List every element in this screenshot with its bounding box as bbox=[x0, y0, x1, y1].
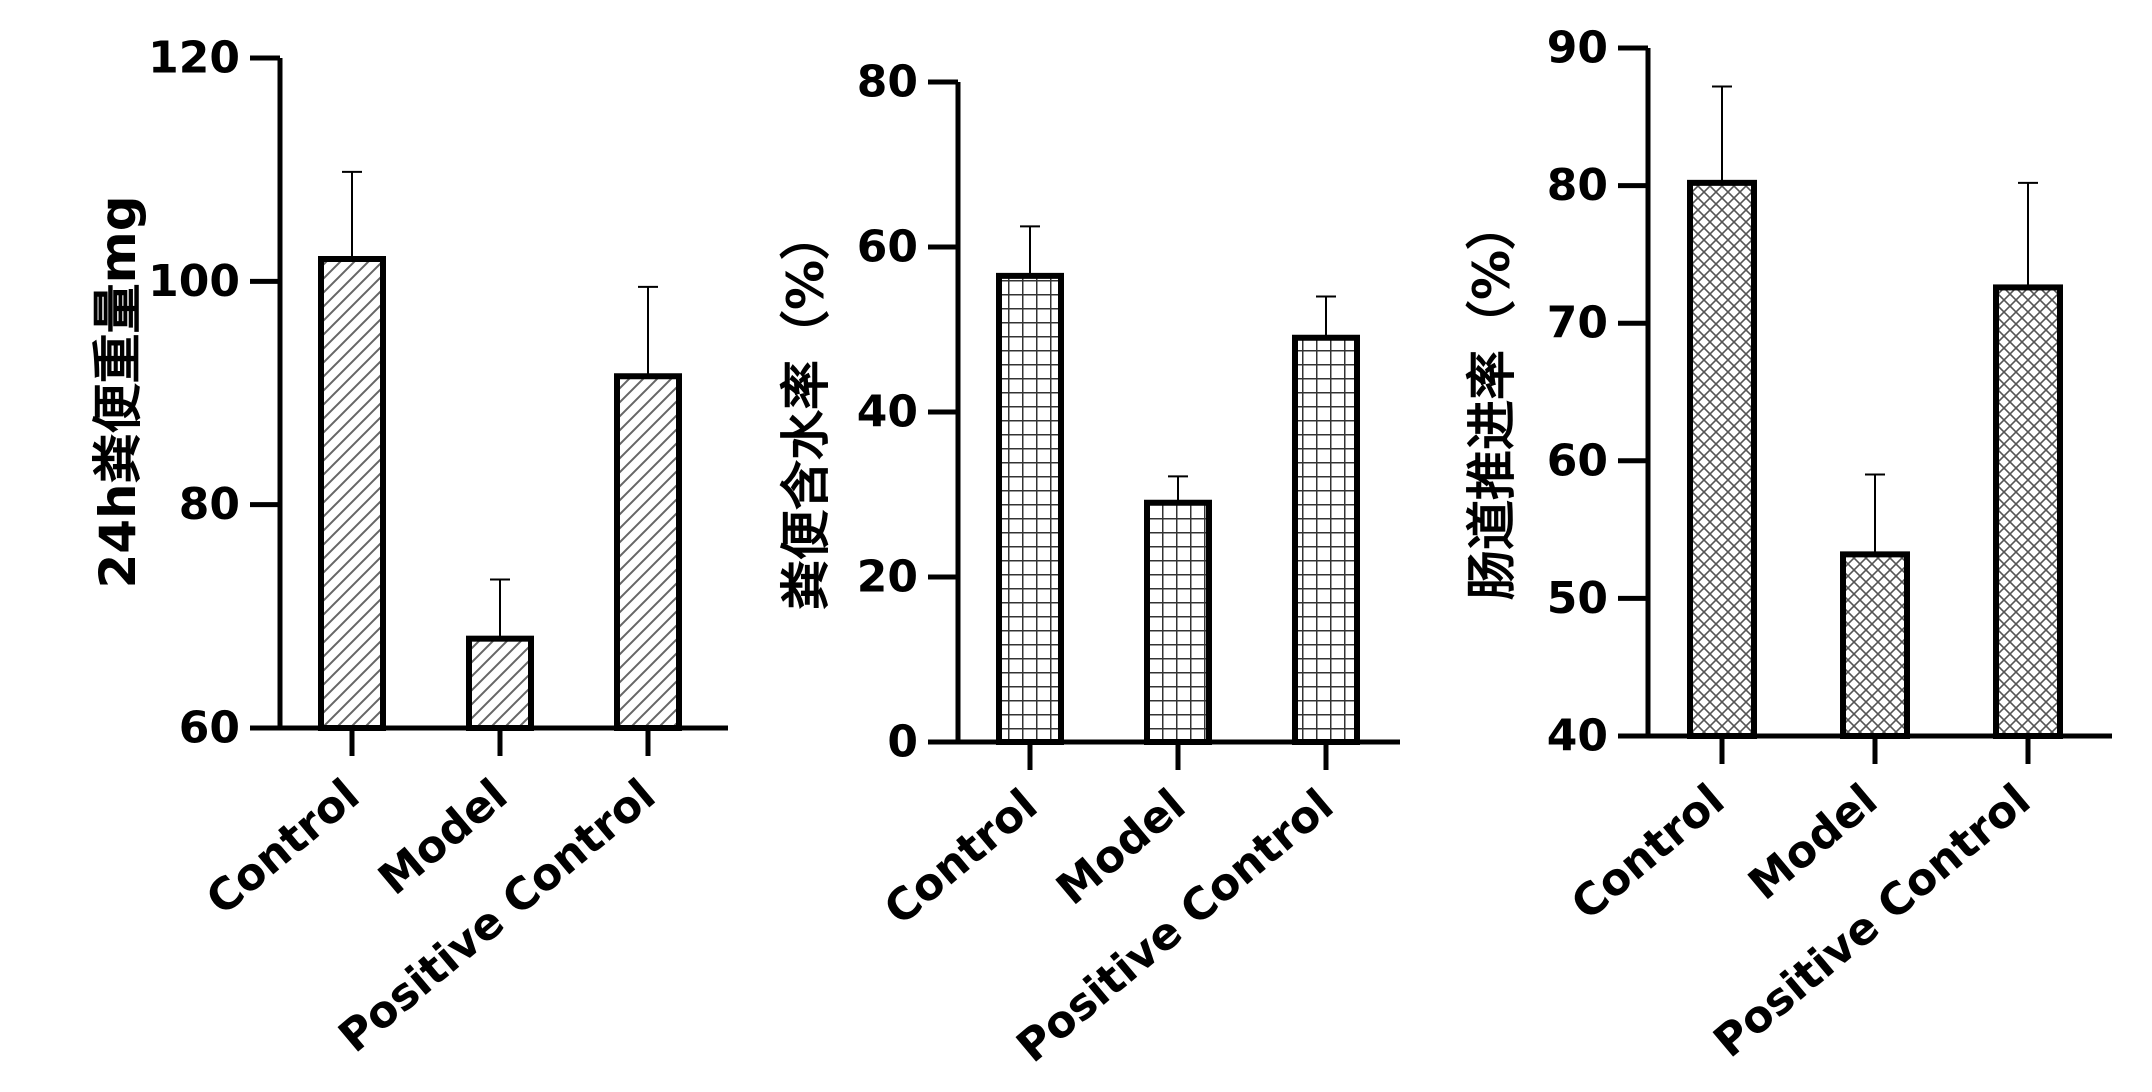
y-tick-label: 70 bbox=[1547, 298, 1608, 349]
x-tick-label: Control bbox=[197, 769, 369, 925]
y-tick-label: 40 bbox=[857, 387, 918, 438]
plot-area: 0 20 40 60 80 bbox=[857, 57, 1400, 770]
y-tick-label: 40 bbox=[1547, 711, 1608, 762]
y-tick-label: 80 bbox=[1547, 160, 1608, 211]
bar bbox=[996, 272, 1064, 745]
y-tick-label: 20 bbox=[857, 552, 918, 603]
bar bbox=[1687, 179, 1757, 739]
x-tick-label: Control bbox=[1562, 774, 1734, 930]
y-axis-label: 粪便含水率（%） bbox=[777, 210, 835, 610]
x-tick-label: Control bbox=[875, 779, 1047, 935]
y-tick-label: 120 bbox=[148, 33, 240, 84]
bar bbox=[318, 256, 386, 731]
y-axis-label: 24h粪便重量mg bbox=[89, 195, 147, 588]
plot-area: 40 50 60 70 80 90 bbox=[1547, 23, 2112, 764]
y-tick-label: 60 bbox=[1547, 435, 1608, 486]
y-tick-label: 80 bbox=[857, 57, 918, 108]
bar bbox=[614, 373, 682, 731]
bar bbox=[1292, 334, 1360, 745]
y-tick-label: 100 bbox=[148, 256, 240, 307]
y-axis-label: 肠道推进率（%） bbox=[1463, 200, 1521, 600]
y-tick-label: 90 bbox=[1547, 23, 1608, 74]
bar bbox=[1840, 551, 1910, 739]
y-tick-label: 80 bbox=[179, 479, 240, 530]
x-tick-label: Model bbox=[1739, 774, 1887, 910]
bar bbox=[1144, 499, 1212, 745]
bar bbox=[466, 635, 534, 732]
bar bbox=[1993, 284, 2063, 739]
y-tick-label: 60 bbox=[857, 222, 918, 273]
y-tick-label: 0 bbox=[887, 717, 918, 768]
y-tick-label: 60 bbox=[179, 703, 240, 754]
plot-area: 60 80 100 120 bbox=[148, 33, 728, 756]
y-tick-label: 50 bbox=[1547, 573, 1608, 624]
